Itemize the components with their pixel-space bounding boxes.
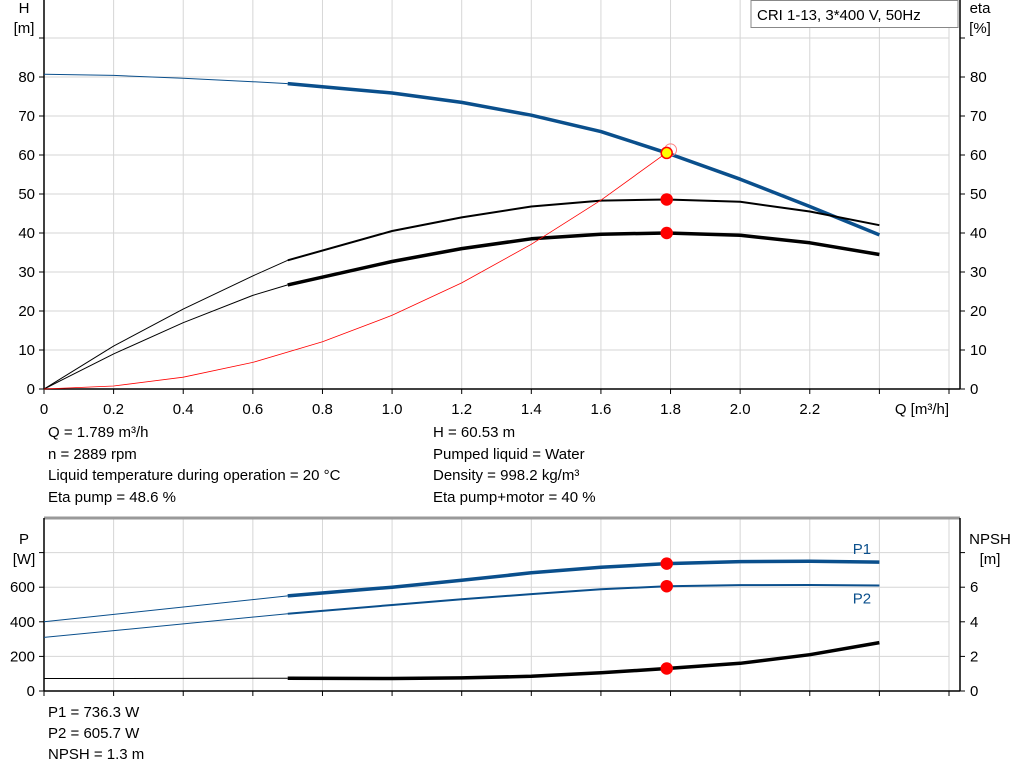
x-axis-label: Q [m³/h] [895,401,949,418]
info-q: Q = 1.789 m³/h [48,424,149,441]
curve-p1 [287,559,880,598]
x-tick-label: 2.0 [730,401,751,418]
y-tick-label: 10 [18,342,35,359]
chart-panel-1: 0 0 200 2 400 4 600 6 P [W] NPSH [m] P1 P2 [10,516,1011,700]
y-tick-label-right: 10 [970,342,987,359]
x-tick-label: 1.8 [660,401,681,418]
y-axis-label-right: eta [970,0,992,17]
y-axis-label-left: H [19,0,30,17]
x-tick-label: 0 [40,401,48,418]
title-box [750,0,959,28]
x-tick-label: 1.6 [590,401,611,418]
operating-point-p2 [660,579,673,593]
info-npsh: NPSH = 1.3 m [48,746,145,763]
y-tick-label-right: 4 [970,614,978,631]
info-h: H = 60.53 m [433,424,516,441]
x-tick-label: 0.6 [242,401,263,418]
x-tick-label: 2.2 [799,401,820,418]
info-p2: P2 = 605.7 W [48,725,140,742]
y-axis-label-left: P [19,531,29,548]
series-label-p2: P2 [853,590,871,607]
y-axis-label-left: [W] [13,551,36,568]
y-tick-label: 60 [18,147,35,164]
y-tick-label: 30 [18,264,35,281]
operating-point-eta-pump-motor [660,226,673,240]
y-tick-label: 80 [18,69,35,86]
y-tick-label-right: 6 [970,579,978,596]
info-eta-pump-motor: Eta pump+motor = 40 % [433,489,596,506]
y-tick-label: 400 [10,614,35,631]
curve-head [287,81,881,237]
curve-system-curve-extrapolated [43,149,671,390]
y-tick-label-right: 50 [970,186,987,203]
curve-npsh [287,640,880,681]
curve-head-extrapolated [43,73,288,85]
y-tick-label: 200 [10,648,35,665]
x-tick-label: 1.4 [521,401,542,418]
info-eta-pump: Eta pump = 48.6 % [48,489,176,506]
series-label-p1: P1 [853,541,871,558]
y-axis-label-right: [m] [980,551,1001,568]
y-tick-label-right: 70 [970,108,987,125]
y-tick-label-right: 0 [970,381,978,398]
curve-eta-pump-motor-extrapolated [43,284,288,390]
y-axis-label-left: [m] [14,20,35,37]
x-tick-label: 1.0 [382,401,403,418]
info-liquid: Pumped liquid = Water [433,446,585,463]
y-tick-label-right: 80 [970,69,987,86]
info-density: Density = 998.2 kg/m³ [433,467,580,484]
info-n: n = 2889 rpm [48,446,137,463]
operating-point-eta-pump [660,193,673,206]
y-tick-label: 70 [18,108,35,125]
y-tick-label: 40 [18,225,35,242]
y-tick-label: 20 [18,303,35,320]
y-tick-label-right: 0 [970,683,978,700]
y-tick-label-right: 2 [970,648,978,665]
info-p1: P1 = 736.3 W [48,704,140,721]
y-tick-label-right: 20 [970,303,987,320]
y-tick-label: 0 [27,683,35,700]
operating-point-head [660,146,673,160]
x-tick-label: 0.4 [173,401,194,418]
operating-point-p1 [660,557,673,570]
x-tick-label: 0.2 [103,401,124,418]
y-tick-label: 0 [27,381,35,398]
y-tick-label: 50 [18,186,35,203]
chart-title: CRI 1-13, 3*400 V, 50Hz [757,7,921,24]
y-axis-label-right: [%] [969,20,991,37]
y-tick-label-right: 60 [970,147,987,164]
curve-p1-extrapolated [43,595,288,623]
info-temp: Liquid temperature during operation = 20… [48,467,341,484]
curve-eta-pump [287,198,880,262]
operating-point-npsh [660,662,673,675]
y-tick-label-right: 40 [970,225,987,242]
y-tick-label: 600 [10,579,35,596]
curve-p2 [287,584,880,615]
curve-eta-pump-motor [287,231,880,287]
y-axis-label-right: NPSH [969,531,1011,548]
x-tick-label: 1.2 [451,401,472,418]
curve-eta-pump-extrapolated [43,259,288,390]
y-tick-label-right: 30 [970,264,987,281]
curve-p2-extrapolated [43,613,288,638]
x-tick-label: 0.8 [312,401,333,418]
